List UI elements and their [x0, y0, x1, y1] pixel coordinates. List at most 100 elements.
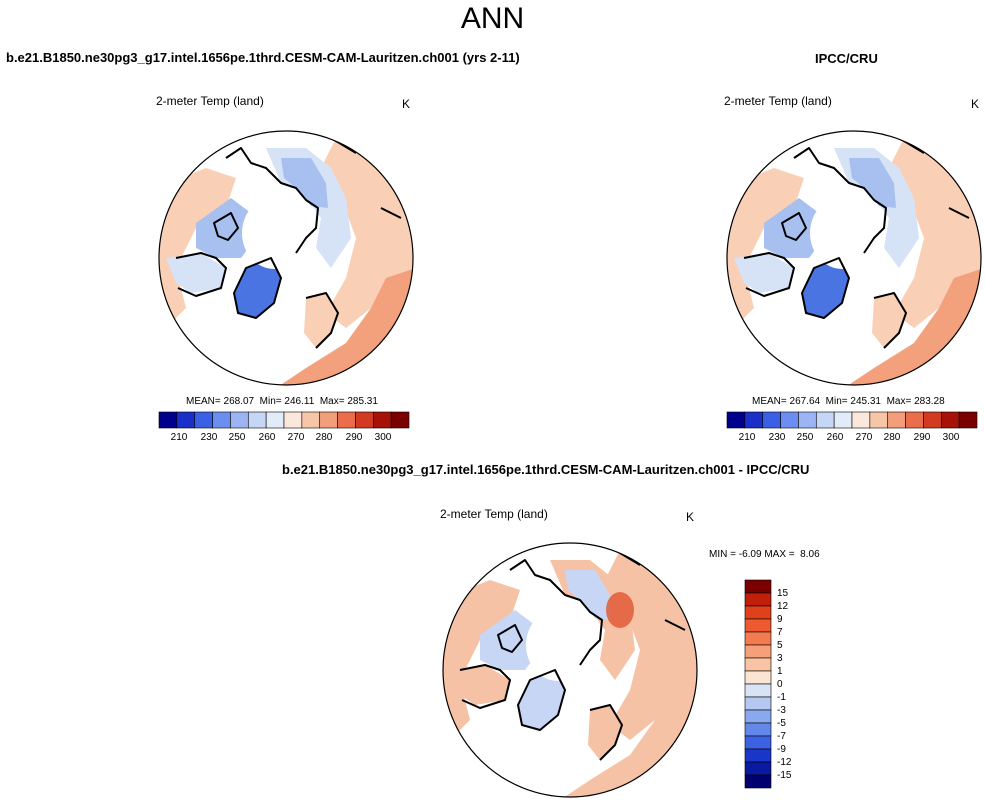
land-field	[727, 131, 981, 385]
model-min-value: 246.11	[284, 396, 315, 407]
colorbar-tick: 300	[942, 432, 960, 443]
coastline	[873, 292, 907, 349]
map-border	[726, 130, 982, 386]
obs-max-value: 283.28	[914, 396, 945, 407]
obs-max-label: Max=	[886, 396, 912, 407]
land-field	[159, 131, 413, 385]
colorbar-tick: -12	[777, 757, 792, 768]
colorbar-swatch	[744, 761, 772, 776]
obs-min-value: 245.31	[850, 396, 881, 407]
obs-mean-label: MEAN=	[752, 396, 787, 407]
coastline	[175, 252, 227, 297]
coastline	[225, 147, 319, 254]
model-min-label: Min=	[259, 396, 282, 407]
colorbar-swatch	[744, 618, 772, 633]
cool-region	[734, 253, 794, 293]
warm-anomaly	[606, 592, 634, 628]
colorbar-tick: 270	[855, 432, 873, 443]
cool-region	[281, 158, 328, 208]
arctic-ocean	[810, 197, 874, 269]
colorbar-swatch	[905, 411, 924, 429]
diff-case-title: b.e21.B1850.ne30pg3_g17.intel.1656pe.1th…	[282, 462, 810, 477]
diff-stats: MIN = -6.09 MAX = 8.06	[709, 549, 820, 560]
model-max-value: 285.31	[347, 396, 378, 407]
warm-region	[159, 168, 236, 328]
colorbar-tick: 290	[913, 432, 931, 443]
colorbar-swatch	[744, 411, 764, 429]
diff-min-value: -6.09	[738, 549, 762, 560]
model-panel-title: 2-meter Temp (land)	[156, 94, 264, 108]
colorbar-tick: 260	[258, 432, 276, 443]
land-field	[443, 543, 697, 797]
colorbar-swatch	[744, 683, 772, 698]
colorbar-tick: 1	[777, 666, 783, 677]
cool-region	[450, 665, 510, 705]
obs-polar-map	[726, 130, 982, 386]
coastline	[459, 664, 511, 709]
obs-mean-value: 267.64	[789, 396, 821, 407]
colorbar-tick: 3	[777, 653, 783, 664]
diff-panel-title: 2-meter Temp (land)	[440, 507, 548, 521]
colorbar-swatch	[815, 411, 835, 429]
colorbar-swatch	[744, 644, 772, 659]
colorbar-swatch	[744, 670, 772, 685]
diff-max-value: 8.06	[800, 549, 820, 560]
model-mean-label: MEAN=	[186, 396, 221, 407]
colorbar-swatch	[744, 631, 772, 646]
model-max-label: Max=	[319, 396, 345, 407]
coastline	[743, 252, 795, 297]
colorbar-swatch	[194, 411, 213, 429]
colorbar-swatch	[780, 411, 799, 429]
coastline	[793, 147, 887, 254]
greenland	[518, 670, 565, 730]
cool-region	[764, 198, 824, 258]
colorbar-tick: 280	[315, 432, 333, 443]
model-mean-value: 268.07	[223, 396, 255, 407]
colorbar-swatch	[851, 411, 871, 429]
colorbar-swatch	[744, 657, 772, 672]
colorbar-swatch	[744, 605, 772, 620]
cool-region	[480, 610, 540, 670]
colorbar-swatch	[744, 709, 772, 724]
colorbar-swatch	[744, 735, 772, 750]
colorbar-tick: -1	[777, 692, 786, 703]
colorbar-swatch	[744, 748, 772, 763]
colorbar-swatch	[744, 592, 772, 607]
coastline	[233, 257, 282, 319]
colorbar-tick: -5	[777, 718, 786, 729]
arctic-ocean	[526, 609, 590, 681]
colorbar-swatch	[230, 411, 249, 429]
cool-region	[565, 570, 612, 620]
obs-case-title: IPCC/CRU	[815, 51, 878, 66]
colorbar-swatch	[372, 411, 392, 429]
colorbar-swatch	[744, 696, 772, 711]
model-case-title: b.e21.B1850.ne30pg3_g17.intel.1656pe.1th…	[6, 50, 520, 65]
map-border	[158, 130, 414, 386]
colorbar-tick: 280	[883, 432, 901, 443]
coastline	[664, 619, 686, 631]
colorbar-tick: -7	[777, 731, 786, 742]
colorbar-swatch	[958, 411, 978, 429]
obs-unit-label: K	[971, 97, 980, 111]
colorbar-tick: 9	[777, 614, 783, 625]
warm-region	[443, 580, 520, 740]
coastline	[305, 292, 339, 349]
colorbar-swatch	[744, 722, 772, 737]
cool-region	[196, 198, 256, 258]
model-colorbar-ticks: 210 230 250 260 270 280 290 300	[159, 432, 409, 444]
colorbar-tick: 250	[228, 432, 246, 443]
colorbar-swatch	[337, 411, 356, 429]
warm-region	[727, 168, 804, 328]
coastline	[801, 257, 850, 319]
colorbar-tick: -9	[777, 744, 786, 755]
diff-min-label: MIN =	[709, 549, 736, 560]
colorbar-swatch	[283, 411, 303, 429]
model-polar-map	[158, 130, 414, 386]
colorbar-swatch	[247, 411, 267, 429]
colorbar-tick: 210	[738, 432, 756, 443]
obs-stats: MEAN= 267.64 Min= 245.31 Max= 283.28	[752, 396, 945, 407]
coastline	[517, 669, 566, 731]
arctic-ocean	[242, 197, 306, 269]
colorbar-tick: 300	[374, 432, 392, 443]
coastline	[781, 212, 807, 241]
